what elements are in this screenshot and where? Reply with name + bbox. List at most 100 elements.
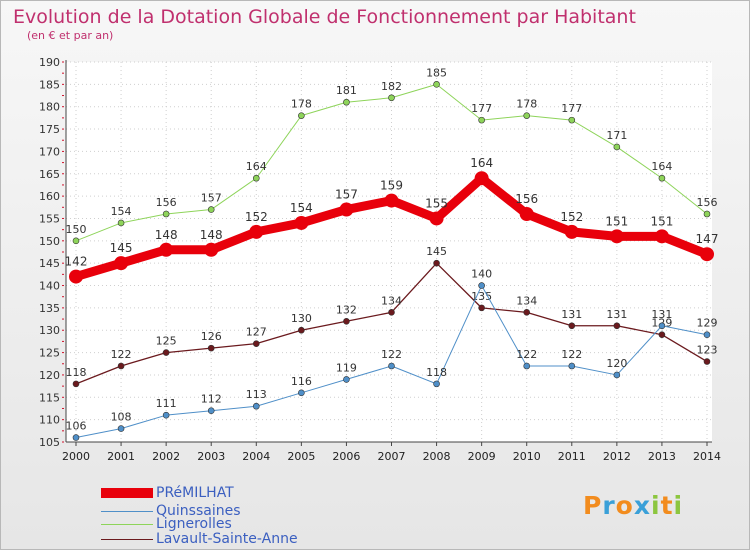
y-tick-label: 145 (39, 257, 60, 270)
y-minor-tick (62, 374, 64, 376)
x-tick-label: 2008 (423, 450, 451, 463)
y-minor-tick (62, 352, 64, 354)
data-label: 131 (561, 308, 582, 321)
data-label: 122 (516, 348, 537, 361)
x-tick-label: 2011 (558, 450, 586, 463)
data-label: 148 (200, 228, 223, 242)
series-point (384, 193, 399, 208)
data-label: 156 (697, 196, 718, 209)
legend-item: Quinssaines (101, 504, 241, 518)
series-point (568, 322, 576, 330)
series-point (568, 116, 576, 124)
y-minor-tick (62, 329, 64, 331)
y-minor-tick (62, 117, 64, 119)
legend-item: PRéMILHAT (101, 486, 234, 500)
series-point (252, 340, 260, 347)
data-label: 122 (111, 348, 132, 361)
y-minor-tick (62, 150, 64, 152)
series-point (207, 344, 215, 352)
y-tick-label: 165 (39, 168, 60, 181)
series-point (339, 202, 354, 217)
y-minor-tick (62, 229, 64, 231)
y-minor-tick (62, 419, 64, 421)
data-label: 151 (605, 214, 628, 228)
data-label: 106 (66, 420, 87, 433)
y-minor-tick (62, 106, 64, 108)
series-point (294, 215, 309, 230)
legend-item: Lignerolles (101, 517, 232, 531)
data-label: 129 (697, 317, 718, 330)
series-point (207, 407, 215, 415)
x-tick-label: 2010 (513, 450, 541, 463)
data-label: 178 (291, 98, 312, 111)
series-point (204, 242, 219, 257)
data-label: 131 (606, 308, 627, 321)
logo-letter: i (673, 491, 684, 520)
x-tick-label: 2000 (62, 450, 90, 463)
series-point (568, 362, 576, 370)
series-point (343, 376, 350, 383)
y-tick-label: 125 (39, 347, 60, 360)
data-label: 154 (290, 201, 313, 215)
data-label: 134 (381, 294, 402, 307)
y-tick-label: 105 (39, 436, 60, 449)
legend-label: PRéMILHAT (156, 485, 234, 501)
x-tick-label: 2003 (197, 450, 225, 463)
data-label: 111 (156, 397, 177, 410)
data-label: 148 (155, 228, 178, 242)
series-point (298, 326, 305, 334)
legend-swatch (101, 510, 153, 512)
series-point (564, 224, 579, 239)
y-tick-label: 190 (39, 56, 60, 69)
data-label: 152 (245, 210, 268, 224)
data-label: 147 (696, 232, 719, 246)
data-label: 182 (381, 80, 402, 93)
x-tick-label: 2006 (332, 450, 360, 463)
y-minor-tick (62, 83, 64, 85)
series-point (478, 282, 485, 289)
data-label: 120 (606, 357, 627, 370)
series-point (703, 358, 711, 365)
data-label: 152 (560, 210, 583, 224)
y-tick-label: 110 (39, 414, 60, 427)
series-point (72, 434, 80, 441)
series-point (388, 362, 395, 370)
x-tick-label: 2009 (468, 450, 496, 463)
series-point (343, 98, 350, 106)
data-label: 134 (516, 294, 537, 307)
x-tick-label: 2005 (287, 450, 315, 463)
y-tick-label: 130 (39, 324, 60, 337)
series-point (252, 174, 260, 182)
y-tick-label: 155 (39, 212, 60, 225)
series-point (613, 143, 621, 151)
series-point (613, 371, 621, 379)
data-label: 157 (335, 188, 358, 202)
series-point (72, 237, 80, 245)
y-minor-tick (62, 61, 64, 63)
y-minor-tick (62, 396, 64, 398)
data-label: 140 (471, 268, 492, 281)
series-point (523, 112, 531, 119)
y-minor-tick (62, 273, 64, 275)
data-label: 126 (201, 330, 222, 343)
series-point (72, 380, 80, 388)
x-tick-label: 2013 (648, 450, 676, 463)
series-point (388, 94, 395, 102)
logo-letter: i (651, 491, 661, 520)
series-point (343, 317, 350, 325)
series-point (117, 362, 125, 370)
x-tick-label: 2012 (603, 450, 631, 463)
y-minor-tick (62, 162, 64, 164)
legend-label: Lignerolles (156, 516, 232, 532)
legend-label: Lavault-Sainte-Anne (156, 531, 298, 547)
data-label: 145 (110, 241, 133, 255)
y-minor-tick (62, 430, 64, 432)
data-label: 132 (336, 303, 357, 316)
data-label: 131 (651, 308, 672, 321)
y-minor-tick (62, 139, 64, 141)
y-tick-label: 175 (39, 123, 60, 136)
data-label: 112 (201, 393, 222, 406)
data-label: 164 (651, 160, 672, 173)
